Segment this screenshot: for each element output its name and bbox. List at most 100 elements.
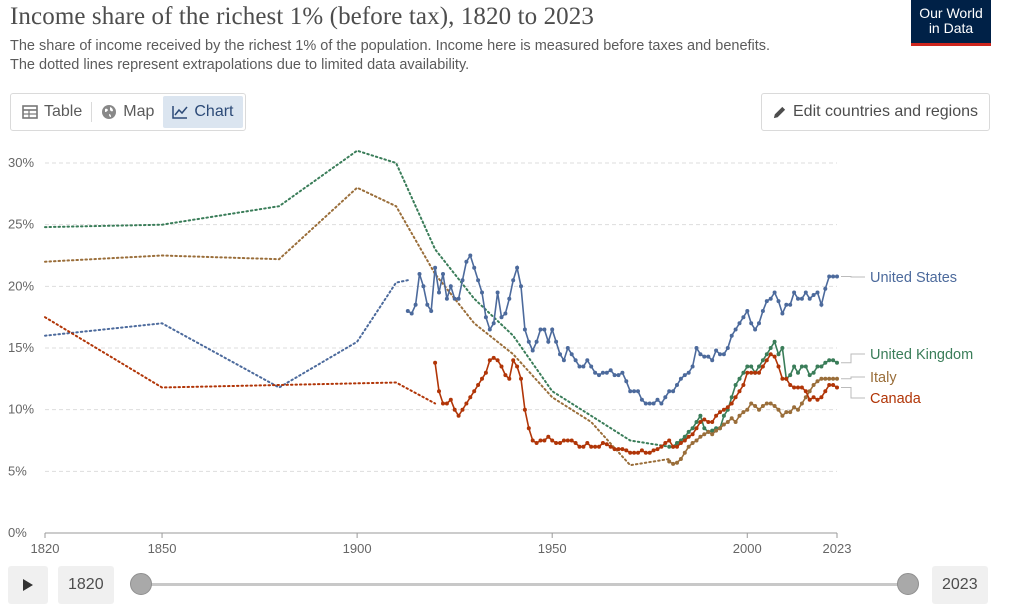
data-point bbox=[530, 348, 535, 353]
data-point bbox=[831, 383, 836, 387]
data-point bbox=[526, 339, 531, 344]
data-point bbox=[721, 413, 726, 418]
data-point bbox=[675, 444, 679, 449]
data-point bbox=[784, 302, 789, 307]
data-point bbox=[757, 407, 761, 412]
data-point bbox=[753, 404, 758, 408]
data-point bbox=[768, 346, 773, 350]
data-point bbox=[460, 278, 465, 283]
data-point bbox=[706, 354, 711, 359]
data-point bbox=[815, 290, 820, 295]
data-point bbox=[636, 450, 640, 455]
data-point bbox=[616, 447, 621, 452]
tab-chart[interactable]: Chart bbox=[163, 96, 243, 128]
data-point bbox=[503, 373, 508, 378]
y-tick-label: 15% bbox=[8, 340, 34, 355]
data-point bbox=[620, 447, 625, 452]
subtitle-line: The share of income received by the rich… bbox=[10, 38, 771, 54]
data-point bbox=[702, 432, 707, 437]
data-point bbox=[725, 405, 730, 410]
data-point bbox=[577, 444, 582, 449]
data-point bbox=[815, 379, 820, 384]
label-connector bbox=[841, 276, 865, 278]
data-point bbox=[612, 373, 617, 378]
data-point bbox=[702, 417, 707, 422]
data-point bbox=[534, 339, 539, 344]
data-point bbox=[768, 352, 773, 357]
data-point bbox=[768, 401, 773, 406]
data-point bbox=[827, 383, 832, 387]
data-point bbox=[733, 327, 738, 332]
tab-label: Chart bbox=[194, 103, 234, 120]
data-point bbox=[464, 401, 469, 406]
edit-countries-button[interactable]: Edit countries and regions bbox=[761, 93, 990, 131]
y-tick-label: 0% bbox=[8, 525, 27, 540]
table-icon bbox=[22, 105, 38, 119]
data-point bbox=[835, 274, 839, 279]
data-point bbox=[698, 420, 703, 424]
data-point bbox=[616, 373, 621, 378]
data-point bbox=[831, 274, 836, 279]
data-point bbox=[749, 321, 754, 326]
data-point bbox=[737, 321, 742, 326]
data-point bbox=[807, 296, 812, 301]
data-point bbox=[452, 296, 457, 301]
data-point bbox=[476, 383, 481, 387]
data-point bbox=[682, 373, 687, 378]
data-point bbox=[831, 358, 836, 363]
data-point bbox=[585, 358, 590, 363]
line-chart-icon bbox=[172, 106, 188, 119]
data-point bbox=[667, 459, 672, 464]
timeline-start-handle[interactable] bbox=[130, 573, 152, 595]
data-point bbox=[718, 410, 722, 415]
x-tick-label: 1820 bbox=[31, 541, 60, 556]
data-point bbox=[741, 410, 746, 415]
data-point bbox=[604, 370, 609, 375]
data-point bbox=[464, 259, 469, 264]
play-button[interactable] bbox=[8, 566, 48, 604]
data-point bbox=[581, 364, 586, 369]
our-world-in-data-logo[interactable]: Our World in Data bbox=[911, 0, 991, 46]
tab-table[interactable]: Table bbox=[13, 96, 91, 128]
data-point bbox=[733, 420, 738, 424]
data-point bbox=[827, 376, 832, 381]
data-point bbox=[519, 284, 523, 289]
data-point bbox=[671, 389, 676, 394]
data-point bbox=[608, 368, 613, 373]
data-point bbox=[686, 370, 691, 375]
data-point bbox=[815, 364, 820, 369]
data-point bbox=[589, 444, 594, 449]
label-connector bbox=[841, 387, 865, 399]
data-point bbox=[433, 265, 438, 270]
label-connector bbox=[841, 353, 865, 364]
data-point bbox=[495, 358, 500, 363]
label-connector bbox=[841, 376, 865, 380]
data-point bbox=[507, 296, 512, 301]
data-point bbox=[526, 426, 531, 431]
data-point bbox=[835, 376, 839, 381]
data-point bbox=[511, 358, 516, 363]
data-point bbox=[835, 385, 839, 390]
data-point bbox=[718, 352, 722, 357]
data-point bbox=[624, 448, 629, 453]
data-point bbox=[698, 434, 703, 439]
data-point bbox=[565, 346, 570, 350]
data-point bbox=[620, 370, 625, 375]
data-point bbox=[741, 383, 746, 387]
tab-map[interactable]: Map bbox=[92, 96, 163, 128]
data-point bbox=[706, 429, 711, 434]
data-point bbox=[690, 441, 695, 445]
data-point bbox=[612, 447, 617, 452]
data-point bbox=[409, 311, 414, 316]
y-tick-label: 5% bbox=[8, 463, 27, 478]
timeline-track[interactable] bbox=[141, 583, 908, 586]
data-point bbox=[831, 376, 836, 381]
data-point bbox=[718, 426, 722, 431]
data-point bbox=[487, 327, 492, 332]
data-point bbox=[721, 407, 726, 412]
timeline-end-handle[interactable] bbox=[897, 573, 919, 595]
data-point bbox=[827, 274, 832, 279]
data-point bbox=[815, 397, 820, 402]
data-point bbox=[542, 438, 547, 443]
data-point bbox=[776, 364, 781, 369]
